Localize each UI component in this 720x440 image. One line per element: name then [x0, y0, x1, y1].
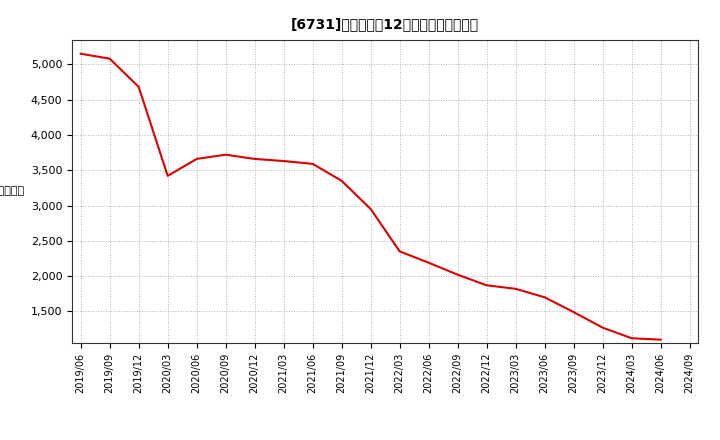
Title: [6731]　売上高の12か月移動合計の推移: [6731] 売上高の12か月移動合計の推移: [291, 18, 480, 32]
Y-axis label: （百万円）: （百万円）: [0, 187, 25, 196]
